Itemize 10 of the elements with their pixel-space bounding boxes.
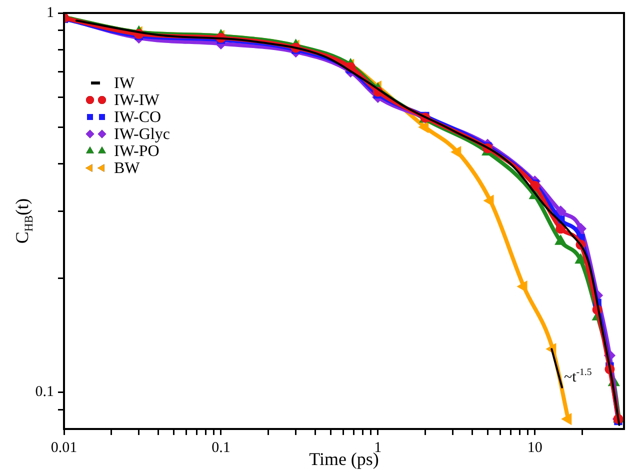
- legend-label: BW: [114, 160, 141, 178]
- y-axis-title: CHB(t): [12, 198, 36, 244]
- legend-label: IW: [114, 75, 136, 92]
- legend-label: IW-CO: [114, 109, 162, 126]
- x-tick-label: 0.1: [212, 440, 230, 456]
- legend-label: IW-PO: [114, 143, 160, 160]
- x-tick-label: 0.01: [50, 440, 78, 456]
- x-tick-label: 10: [527, 440, 542, 456]
- legend-label: IW-IW: [114, 92, 160, 110]
- legend-label: IW-Glyc: [114, 126, 170, 144]
